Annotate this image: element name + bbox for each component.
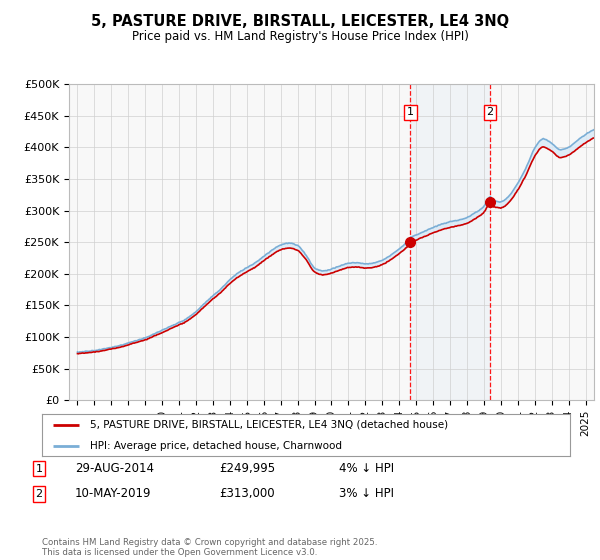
Text: 2: 2: [487, 108, 494, 118]
Text: Contains HM Land Registry data © Crown copyright and database right 2025.
This d: Contains HM Land Registry data © Crown c…: [42, 538, 377, 557]
Text: 10-MAY-2019: 10-MAY-2019: [75, 487, 151, 501]
Text: £249,995: £249,995: [219, 462, 275, 475]
Text: 5, PASTURE DRIVE, BIRSTALL, LEICESTER, LE4 3NQ (detached house): 5, PASTURE DRIVE, BIRSTALL, LEICESTER, L…: [89, 420, 448, 430]
Text: 1: 1: [407, 108, 414, 118]
Text: 2: 2: [35, 489, 43, 499]
Text: £313,000: £313,000: [219, 487, 275, 501]
Text: Price paid vs. HM Land Registry's House Price Index (HPI): Price paid vs. HM Land Registry's House …: [131, 30, 469, 43]
Text: 3% ↓ HPI: 3% ↓ HPI: [339, 487, 394, 501]
Text: HPI: Average price, detached house, Charnwood: HPI: Average price, detached house, Char…: [89, 441, 341, 451]
Text: 4% ↓ HPI: 4% ↓ HPI: [339, 462, 394, 475]
Bar: [410, 84, 490, 400]
Text: 5, PASTURE DRIVE, BIRSTALL, LEICESTER, LE4 3NQ: 5, PASTURE DRIVE, BIRSTALL, LEICESTER, L…: [91, 14, 509, 29]
Text: 1: 1: [35, 464, 43, 474]
Text: 29-AUG-2014: 29-AUG-2014: [75, 462, 154, 475]
